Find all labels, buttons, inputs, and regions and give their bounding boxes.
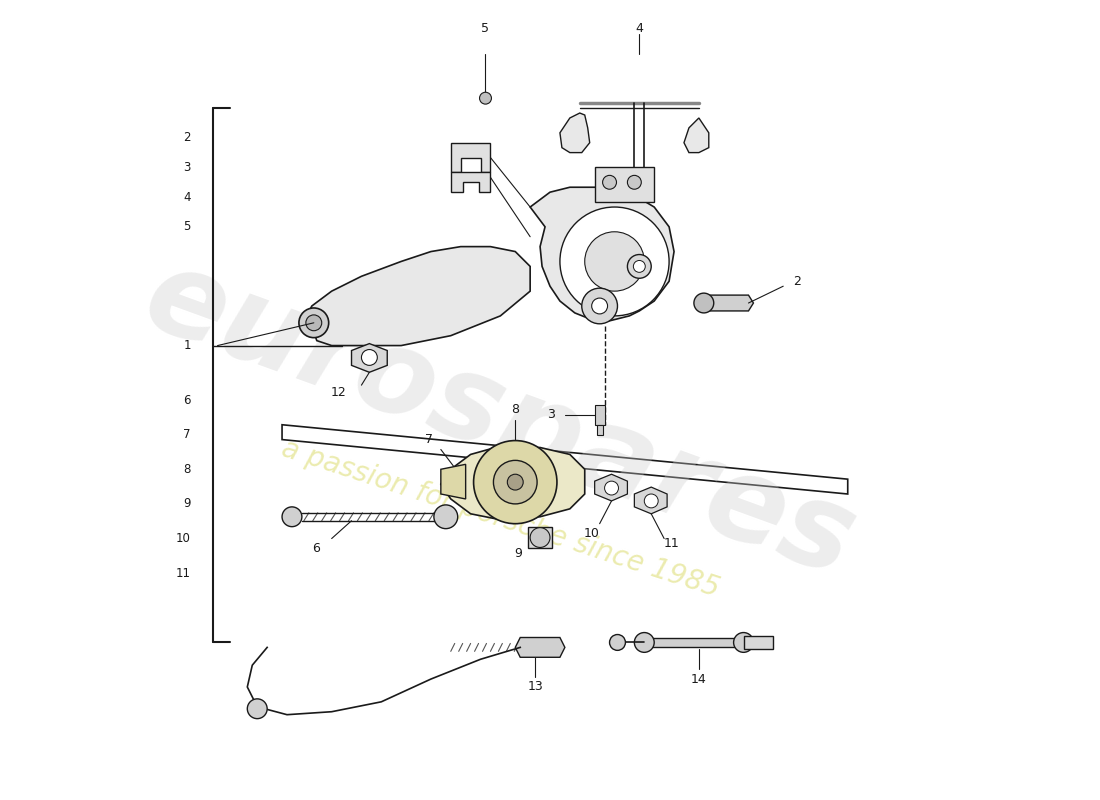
Circle shape [603, 175, 616, 190]
Text: 5: 5 [482, 22, 490, 35]
Text: 1: 1 [184, 339, 190, 352]
Text: 3: 3 [184, 161, 190, 174]
Circle shape [627, 254, 651, 278]
Text: 8: 8 [184, 462, 190, 476]
Text: 7: 7 [184, 428, 190, 441]
Text: 9: 9 [184, 498, 190, 510]
Polygon shape [698, 295, 754, 311]
Text: 6: 6 [312, 542, 320, 555]
Circle shape [299, 308, 329, 338]
Polygon shape [352, 343, 387, 372]
Circle shape [592, 298, 607, 314]
Circle shape [494, 460, 537, 504]
Text: a passion for porsche since 1985: a passion for porsche since 1985 [278, 434, 723, 603]
Text: 5: 5 [184, 220, 190, 234]
Polygon shape [649, 638, 738, 647]
Circle shape [694, 293, 714, 313]
Circle shape [306, 315, 321, 330]
Text: 8: 8 [512, 403, 519, 416]
Polygon shape [441, 447, 585, 518]
Circle shape [634, 261, 646, 272]
Polygon shape [451, 142, 491, 172]
Polygon shape [528, 526, 552, 549]
Circle shape [609, 634, 626, 650]
Text: 7: 7 [425, 433, 433, 446]
Circle shape [734, 633, 754, 652]
Text: eurospares: eurospares [130, 238, 871, 602]
Circle shape [645, 494, 658, 508]
Polygon shape [515, 638, 565, 658]
Text: 11: 11 [663, 537, 679, 550]
Polygon shape [684, 118, 708, 153]
Circle shape [248, 699, 267, 718]
Circle shape [362, 350, 377, 366]
Polygon shape [282, 425, 848, 494]
Polygon shape [635, 487, 667, 514]
Circle shape [585, 232, 645, 291]
Text: 9: 9 [515, 547, 522, 560]
Circle shape [480, 92, 492, 104]
Polygon shape [744, 635, 773, 650]
Circle shape [530, 528, 550, 547]
Circle shape [282, 507, 301, 526]
Polygon shape [441, 464, 465, 499]
Text: 14: 14 [691, 673, 706, 686]
Polygon shape [595, 474, 627, 501]
Polygon shape [596, 425, 603, 434]
Polygon shape [530, 187, 674, 321]
Circle shape [507, 474, 524, 490]
Circle shape [627, 175, 641, 190]
Text: 10: 10 [584, 527, 600, 540]
Circle shape [582, 288, 617, 324]
Polygon shape [451, 172, 491, 192]
Text: 6: 6 [184, 394, 190, 406]
Text: 2: 2 [793, 274, 801, 288]
Circle shape [560, 207, 669, 316]
Circle shape [605, 481, 618, 495]
Text: 12: 12 [331, 386, 346, 398]
Text: 11: 11 [176, 566, 190, 580]
Text: 10: 10 [176, 532, 190, 545]
Text: 4: 4 [184, 190, 190, 204]
Text: 3: 3 [547, 408, 556, 422]
Polygon shape [307, 246, 530, 346]
Polygon shape [595, 405, 605, 425]
Text: 4: 4 [636, 22, 644, 35]
Circle shape [635, 633, 654, 652]
Polygon shape [595, 167, 654, 202]
Polygon shape [560, 113, 590, 153]
Circle shape [474, 441, 557, 524]
Circle shape [433, 505, 458, 529]
Text: 2: 2 [184, 131, 190, 144]
Text: 13: 13 [527, 681, 543, 694]
